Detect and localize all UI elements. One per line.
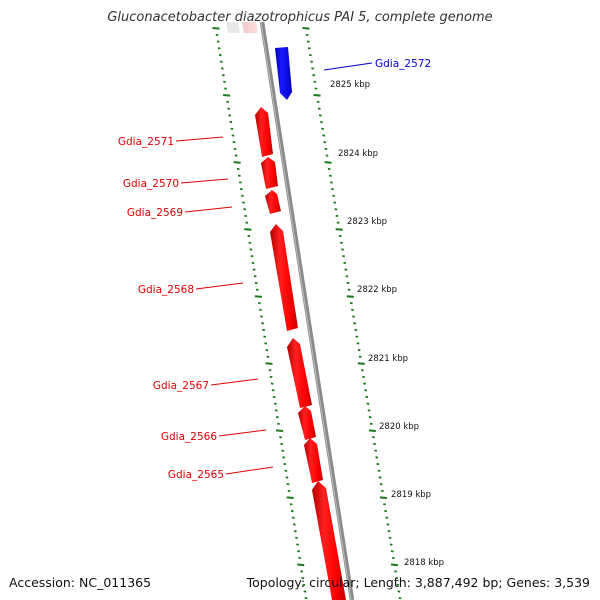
right-major-tick [368, 429, 376, 432]
gene-label-gdia-2570[interactable]: Gdia_2570 [123, 178, 179, 190]
gene-label-gdia-2569[interactable]: Gdia_2569 [127, 207, 183, 219]
left-major-tick [254, 295, 262, 298]
gene-label-gdia-2566[interactable]: Gdia_2566 [161, 431, 217, 443]
right-major-tick [335, 228, 343, 231]
right-major-tick [379, 496, 387, 500]
gene-gdia-2568[interactable] [270, 224, 298, 331]
left-major-tick [223, 94, 231, 97]
gene-label-gdia-2565[interactable]: Gdia_2565 [168, 469, 224, 481]
tick-label-2822: 2822 kbp [357, 285, 397, 295]
callout-gdia-2570 [180, 178, 229, 184]
left-major-tick [233, 161, 241, 164]
callout-gdia-2567 [210, 378, 259, 386]
tick-marks-left [212, 27, 308, 600]
gene-gdia-2572[interactable] [275, 47, 292, 100]
gene-bottom-partial[interactable] [312, 481, 346, 600]
faded-gene-top-red [242, 22, 258, 33]
faded-gene-top [226, 22, 240, 33]
genome-info-text: Topology: circular; Length: 3,887,492 bp… [246, 575, 590, 590]
accession-text: Accession: NC_011365 [9, 575, 152, 590]
left-major-tick [212, 27, 220, 30]
gene-gdia-2571[interactable] [255, 107, 273, 157]
genome-backbone [259, 21, 355, 600]
map-title: Gluconacetobacter diazotrophicus PAI 5, … [107, 10, 493, 25]
gene-gdia-2567[interactable] [287, 338, 312, 408]
tick-label-2820: 2820 kbp [379, 422, 419, 432]
tick-label-2819: 2819 kbp [391, 490, 431, 500]
tick-marks-right [302, 27, 402, 600]
right-major-tick [313, 94, 321, 97]
tick-label-2818: 2818 kbp [404, 558, 444, 568]
gene-label-gdia-2567[interactable]: Gdia_2567 [153, 380, 209, 392]
right-major-tick [324, 161, 332, 164]
gene-gdia-2569[interactable] [265, 190, 281, 214]
right-major-tick [346, 295, 354, 298]
callout-gdia-2565 [225, 466, 274, 475]
left-major-tick [286, 496, 294, 500]
callout-gdia-2568 [195, 282, 244, 290]
callout-gdia-2571 [175, 136, 224, 142]
tick-label-2823: 2823 kbp [347, 217, 387, 227]
callout-gdia-2566 [218, 429, 267, 437]
tick-label-2821: 2821 kbp [368, 354, 408, 364]
left-major-tick [275, 429, 284, 432]
tick-label-2824: 2824 kbp [338, 149, 378, 159]
left-major-tick [297, 563, 305, 567]
callout-gdia-2569 [184, 206, 233, 213]
callout-gdia-2572 [323, 62, 373, 71]
right-major-tick [390, 563, 399, 567]
gene-gdia-2570[interactable] [261, 157, 278, 189]
gene-label-gdia-2572[interactable]: Gdia_2572 [375, 58, 431, 70]
gene-label-gdia-2568[interactable]: Gdia_2568 [138, 284, 194, 296]
gene-gdia-2566[interactable] [298, 406, 316, 440]
left-major-tick [265, 362, 273, 365]
gene-label-gdia-2571[interactable]: Gdia_2571 [118, 136, 174, 148]
tick-label-2825: 2825 kbp [330, 80, 370, 90]
genome-backbone-highlight [260, 21, 352, 600]
right-major-tick [302, 27, 310, 30]
right-major-tick [357, 362, 365, 365]
left-major-tick [244, 228, 252, 231]
gene-gdia-2565[interactable] [304, 438, 323, 483]
